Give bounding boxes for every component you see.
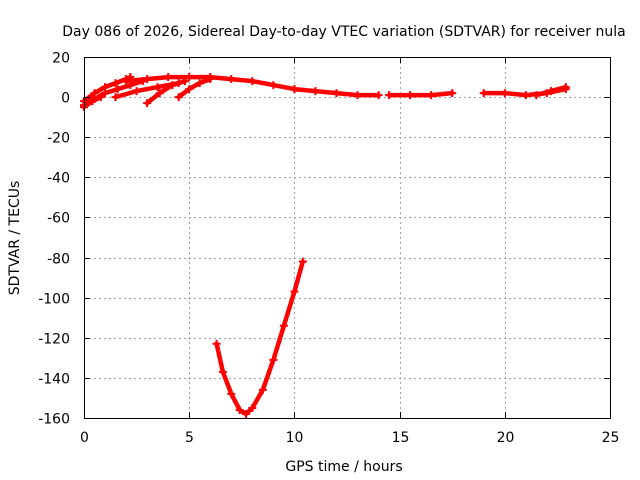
data-point bbox=[101, 89, 110, 98]
axes: 0 5 10 15 20 25 -160 -140 -120 -100 -80 -60 -40 -20 0 2… bbox=[38, 51, 619, 447]
y-axis-label: SDTVAR / TECUs bbox=[7, 181, 23, 296]
series-arc-5 bbox=[111, 79, 183, 102]
data-point bbox=[427, 91, 436, 100]
x-tick-label: 10 bbox=[286, 430, 304, 446]
data-point bbox=[96, 93, 105, 102]
data-point bbox=[353, 91, 362, 100]
data-point bbox=[235, 405, 244, 414]
data-point bbox=[258, 385, 267, 394]
data-point bbox=[532, 91, 541, 100]
y-tick-label: -160 bbox=[38, 412, 70, 428]
y-tick-label: -120 bbox=[38, 332, 70, 348]
data-point bbox=[185, 73, 194, 82]
data-point bbox=[298, 257, 307, 266]
series-line bbox=[214, 259, 306, 417]
series-arc-9 bbox=[385, 89, 457, 100]
y-tick-label: 20 bbox=[52, 51, 70, 67]
data-point bbox=[500, 89, 509, 98]
data-point bbox=[218, 367, 227, 376]
series-line bbox=[144, 78, 188, 106]
data-point bbox=[279, 321, 288, 330]
x-tick-label: 5 bbox=[185, 430, 194, 446]
y-tick-label: -40 bbox=[47, 171, 70, 187]
data-point bbox=[143, 75, 152, 84]
x-tick-label: 0 bbox=[80, 430, 89, 446]
data-point bbox=[374, 91, 383, 100]
data-point bbox=[153, 83, 162, 92]
y-tick-label: 0 bbox=[61, 91, 70, 107]
y-tick-label: -100 bbox=[38, 292, 70, 308]
data-point bbox=[311, 87, 320, 96]
data-point bbox=[479, 89, 488, 98]
data-point bbox=[155, 89, 164, 98]
data-point bbox=[122, 77, 131, 86]
data-point bbox=[290, 287, 299, 296]
series-line bbox=[113, 80, 181, 100]
series-line bbox=[386, 90, 455, 98]
data-point bbox=[132, 87, 141, 96]
data-point bbox=[227, 75, 236, 84]
data-point bbox=[111, 93, 120, 102]
series-arc-6 bbox=[143, 77, 189, 108]
x-axis-label: GPS time / hours bbox=[285, 459, 402, 475]
data-point bbox=[143, 99, 152, 108]
data-point bbox=[547, 87, 556, 96]
data-point bbox=[180, 77, 189, 86]
data-point bbox=[185, 85, 194, 94]
series-arc-11 bbox=[532, 83, 570, 100]
plot-frame bbox=[84, 57, 611, 419]
data-point bbox=[290, 85, 299, 94]
data-point bbox=[212, 339, 221, 348]
x-tick-label: 15 bbox=[392, 430, 410, 446]
grid bbox=[84, 57, 610, 418]
y-tick-label: -80 bbox=[47, 252, 70, 268]
x-tick-label: 20 bbox=[497, 430, 515, 446]
data-point bbox=[168, 81, 177, 90]
data-point bbox=[164, 73, 173, 82]
y-tick-label: -20 bbox=[47, 131, 70, 147]
series-arc-12 bbox=[212, 257, 307, 418]
data-point bbox=[406, 91, 415, 100]
data-point bbox=[448, 89, 457, 98]
series-line bbox=[176, 76, 213, 100]
y-tick-label: -140 bbox=[38, 372, 70, 388]
data-point bbox=[195, 79, 204, 88]
data-layer bbox=[80, 73, 570, 418]
y-tick-label: -60 bbox=[47, 211, 70, 227]
data-point bbox=[206, 75, 215, 84]
data-point bbox=[111, 79, 120, 88]
data-point bbox=[248, 77, 257, 86]
data-point bbox=[248, 403, 257, 412]
series-arc-10 bbox=[479, 85, 570, 100]
chart-title: Day 086 of 2026, Sidereal Day-to-day VTE… bbox=[62, 24, 625, 40]
data-point bbox=[174, 93, 183, 102]
data-point bbox=[242, 409, 251, 418]
data-point bbox=[332, 89, 341, 98]
series-arc-8 bbox=[290, 85, 383, 100]
data-point bbox=[521, 91, 530, 100]
data-point bbox=[227, 389, 236, 398]
data-point bbox=[113, 85, 122, 94]
data-point bbox=[269, 81, 278, 90]
data-point bbox=[269, 355, 278, 364]
data-point bbox=[385, 91, 394, 100]
x-tick-label: 25 bbox=[602, 430, 620, 446]
data-point bbox=[88, 97, 97, 106]
data-point bbox=[561, 83, 570, 92]
series-arc-7 bbox=[174, 75, 215, 102]
